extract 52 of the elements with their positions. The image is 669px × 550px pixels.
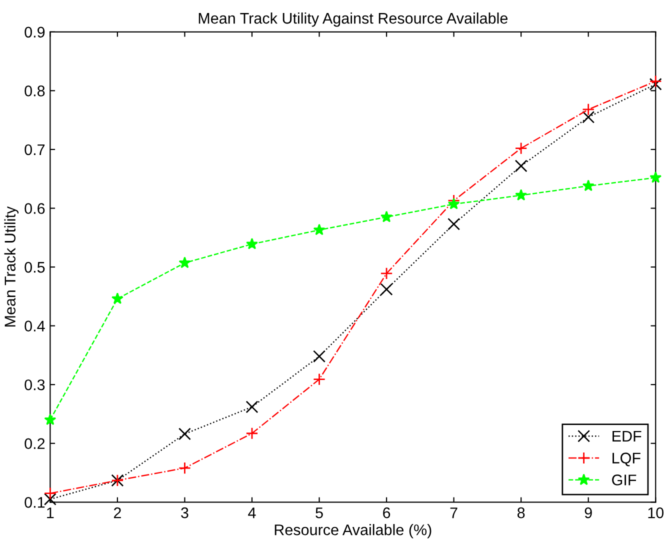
point: [178, 462, 191, 474]
point: [582, 110, 595, 124]
point: [111, 292, 124, 304]
point: [380, 267, 393, 280]
x-tick-label: 10: [648, 507, 664, 518]
legend-label: LQF: [612, 452, 640, 466]
point: [178, 428, 191, 440]
x-tick-label: 3: [181, 507, 188, 518]
y-tick-label: 0.3: [24, 379, 45, 390]
point: [313, 350, 326, 363]
x-tick-label: 9: [584, 507, 592, 518]
point: [582, 103, 595, 116]
x-tick-label: 8: [517, 507, 525, 518]
legend-label: EDF: [612, 430, 642, 442]
x-tick-label: 1: [47, 508, 54, 518]
legend-label: GIF: [612, 474, 636, 486]
point: [649, 78, 662, 90]
point: [649, 75, 662, 88]
x-axis-title: Resource Available (%): [274, 524, 432, 538]
y-tick-label: 0.4: [24, 320, 45, 332]
point: [44, 487, 56, 500]
y-tick-label: 0.8: [24, 86, 45, 96]
y-tick-label: 0.7: [24, 144, 45, 156]
point: [44, 492, 56, 506]
point: [514, 160, 528, 172]
point: [246, 400, 258, 414]
x-tick-label: 2: [114, 507, 121, 518]
chart-title: Mean Track Utility Against Resource Available: [198, 12, 508, 27]
x-tick-label: 6: [383, 507, 390, 518]
point: [448, 218, 460, 230]
y-tick-label: 0.9: [24, 26, 45, 38]
point: [380, 283, 393, 296]
point: [313, 224, 326, 236]
point: [44, 414, 56, 426]
point: [515, 189, 528, 200]
y-tick-label: 0.2: [24, 438, 45, 450]
point: [448, 198, 460, 210]
point: [582, 180, 594, 192]
y-tick-label: 0.5: [24, 262, 45, 273]
x-tick-label: 4: [248, 508, 256, 518]
point: [650, 171, 662, 183]
x-tick-label: 5: [316, 508, 323, 518]
y-axis-title: Mean Track Utility: [4, 206, 19, 326]
point: [514, 142, 528, 155]
y-tick-label: 0.1: [24, 497, 45, 508]
point: [178, 256, 191, 268]
point: [380, 210, 393, 222]
point: [246, 427, 258, 440]
point: [246, 238, 258, 250]
y-tick-label: 0.6: [24, 203, 45, 214]
x-tick-label: 7: [450, 508, 458, 518]
point: [313, 373, 326, 386]
